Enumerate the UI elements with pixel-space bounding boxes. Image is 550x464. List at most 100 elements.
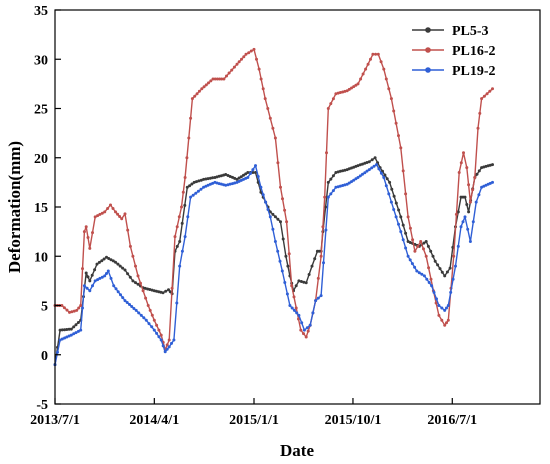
data-point — [183, 203, 187, 207]
data-point — [331, 97, 335, 101]
data-point — [480, 97, 484, 101]
data-point — [271, 126, 275, 130]
y-tick-label: 5 — [41, 300, 48, 315]
data-point — [93, 279, 97, 283]
data-point — [185, 185, 189, 189]
data-point — [467, 183, 471, 187]
series-line — [55, 48, 493, 351]
data-point — [254, 164, 257, 168]
data-point — [443, 323, 447, 327]
data-point — [361, 162, 364, 166]
data-point — [121, 266, 125, 270]
x-tick-label: 2014/4/1 — [129, 413, 179, 428]
data-point — [310, 264, 314, 268]
data-point — [142, 316, 146, 320]
data-point — [207, 81, 210, 85]
data-point — [266, 107, 270, 110]
data-point — [211, 181, 215, 185]
data-point — [350, 86, 353, 90]
data-point — [440, 318, 444, 322]
data-point — [361, 72, 365, 76]
data-point — [276, 249, 280, 253]
data-point — [379, 60, 383, 64]
data-point — [478, 111, 482, 115]
data-point — [307, 273, 311, 276]
data-point — [131, 279, 135, 283]
data-point — [338, 184, 342, 188]
data-point — [107, 257, 111, 260]
data-point — [365, 161, 369, 164]
data-point — [192, 180, 196, 184]
data-point — [299, 280, 303, 283]
data-point — [438, 267, 442, 271]
data-point — [230, 68, 234, 72]
data-point — [482, 94, 486, 98]
data-point — [454, 264, 457, 268]
data-point — [164, 289, 168, 293]
legend-swatch-marker — [425, 27, 431, 33]
data-point — [280, 269, 284, 273]
data-point — [146, 304, 150, 307]
data-point — [389, 97, 393, 101]
data-point — [67, 327, 71, 331]
data-point — [352, 178, 356, 182]
data-point — [79, 328, 83, 332]
data-point — [290, 306, 294, 310]
data-point — [196, 189, 200, 193]
data-point — [468, 240, 472, 243]
data-point — [488, 89, 492, 93]
data-point — [446, 318, 450, 322]
data-point — [411, 238, 415, 242]
data-point — [445, 306, 448, 310]
data-point — [100, 275, 104, 279]
data-point — [425, 277, 429, 281]
data-point — [399, 230, 403, 234]
data-point — [180, 205, 183, 209]
data-point — [334, 92, 338, 96]
data-point — [109, 203, 112, 207]
data-point — [370, 158, 374, 162]
data-point — [387, 87, 391, 91]
data-point — [123, 268, 127, 272]
y-axis-title: Deformation(mm) — [5, 141, 24, 273]
data-point — [372, 164, 376, 168]
data-point — [155, 331, 159, 335]
data-point — [313, 257, 317, 261]
data-point — [202, 85, 206, 89]
data-point — [228, 182, 232, 186]
data-point — [379, 171, 383, 175]
y-tick-label: 30 — [34, 53, 48, 68]
data-point — [105, 255, 108, 259]
data-point — [91, 231, 94, 235]
data-point — [74, 323, 78, 327]
data-point — [394, 201, 398, 205]
data-point — [319, 294, 323, 298]
data-point — [77, 306, 81, 310]
data-point — [466, 227, 470, 231]
data-point — [451, 277, 455, 281]
data-point — [437, 304, 441, 307]
data-point — [284, 254, 288, 258]
data-point — [376, 52, 380, 56]
legend-item: PL5-3 — [412, 24, 489, 39]
data-point — [206, 183, 210, 187]
data-point — [170, 341, 173, 345]
data-point — [84, 271, 88, 275]
data-point — [454, 212, 458, 216]
data-point — [147, 322, 151, 326]
legend-swatch-marker — [425, 67, 431, 73]
data-point — [375, 163, 378, 167]
data-point — [180, 249, 184, 253]
data-point — [285, 220, 289, 224]
data-point — [397, 208, 401, 212]
data-point — [287, 252, 291, 256]
legend: PL5-3 PL16-2 PL19-2 — [412, 24, 496, 79]
data-point — [446, 304, 450, 307]
data-point — [220, 77, 224, 81]
data-point — [302, 280, 306, 284]
data-point — [215, 77, 219, 81]
data-point — [105, 272, 108, 275]
data-point — [401, 223, 405, 227]
data-point — [123, 212, 127, 216]
data-point — [76, 321, 80, 324]
